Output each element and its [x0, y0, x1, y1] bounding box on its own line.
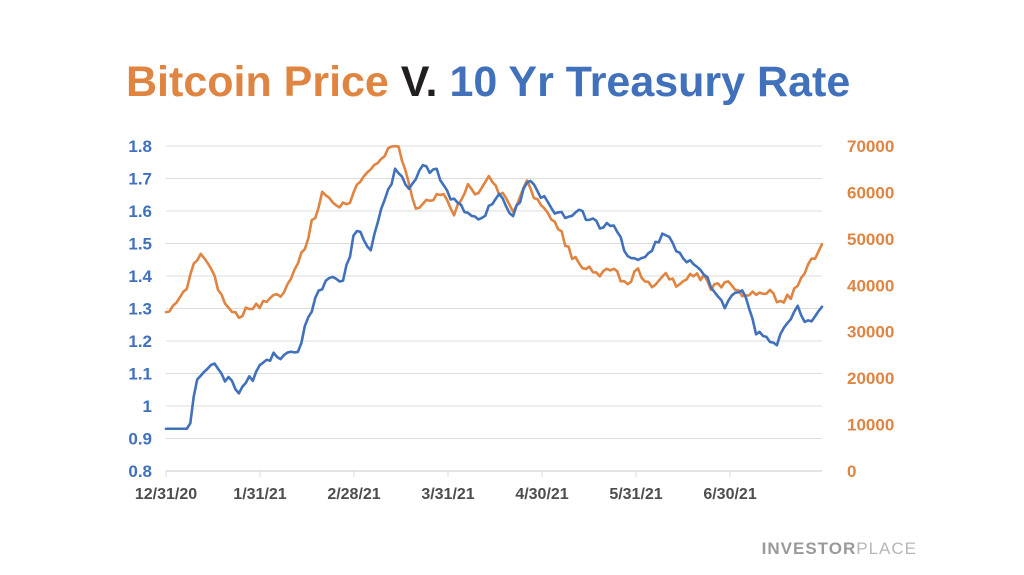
svg-text:6/30/21: 6/30/21 [703, 486, 756, 503]
svg-text:10000: 10000 [847, 416, 894, 435]
svg-text:1.2: 1.2 [128, 332, 152, 351]
svg-text:1.5: 1.5 [128, 235, 152, 254]
svg-text:30000: 30000 [847, 323, 894, 342]
svg-text:1.8: 1.8 [128, 140, 152, 156]
svg-text:40000: 40000 [847, 276, 894, 295]
svg-text:0: 0 [847, 462, 856, 481]
svg-text:0.9: 0.9 [128, 430, 152, 449]
svg-text:2/28/21: 2/28/21 [327, 486, 380, 503]
svg-text:1.1: 1.1 [128, 365, 152, 384]
svg-text:70000: 70000 [847, 140, 894, 156]
svg-text:1/31/21: 1/31/21 [233, 486, 286, 503]
svg-text:1.7: 1.7 [128, 170, 152, 189]
svg-text:1.3: 1.3 [128, 300, 152, 319]
svg-text:50000: 50000 [847, 230, 894, 249]
svg-text:12/31/20: 12/31/20 [135, 486, 197, 503]
svg-text:20000: 20000 [847, 369, 894, 388]
svg-text:1.6: 1.6 [128, 202, 152, 221]
svg-text:1: 1 [143, 397, 152, 416]
svg-text:4/30/21: 4/30/21 [515, 486, 568, 503]
svg-text:1.4: 1.4 [128, 267, 152, 286]
svg-text:0.8: 0.8 [128, 462, 152, 481]
svg-text:5/31/21: 5/31/21 [609, 486, 662, 503]
svg-text:60000: 60000 [847, 183, 894, 202]
svg-text:3/31/21: 3/31/21 [421, 486, 474, 503]
